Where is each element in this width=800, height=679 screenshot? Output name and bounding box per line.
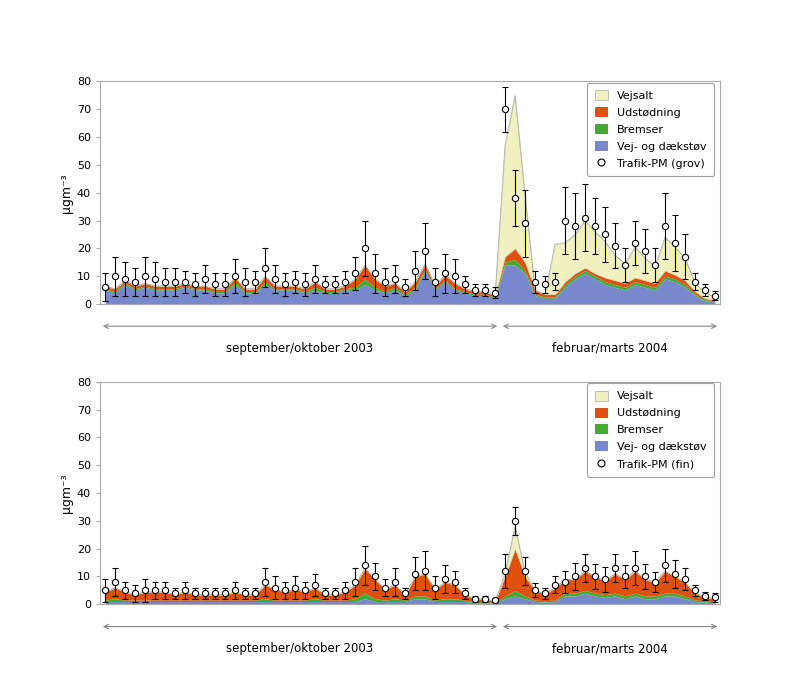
Text: februar/marts 2004: februar/marts 2004 <box>552 342 668 355</box>
Y-axis label: µgm⁻³: µgm⁻³ <box>60 173 73 213</box>
Legend: Vejsalt, Udstødning, Bremser, Vej- og dækstøv, Trafik-PM (fin): Vejsalt, Udstødning, Bremser, Vej- og dæ… <box>587 383 714 477</box>
Text: september/oktober 2003: september/oktober 2003 <box>226 642 374 655</box>
Y-axis label: µgm⁻³: µgm⁻³ <box>60 473 73 513</box>
Legend: Vejsalt, Udstødning, Bremser, Vej- og dækstøv, Trafik-PM (grov): Vejsalt, Udstødning, Bremser, Vej- og dæ… <box>587 83 714 177</box>
Text: februar/marts 2004: februar/marts 2004 <box>552 642 668 655</box>
Text: september/oktober 2003: september/oktober 2003 <box>226 342 374 355</box>
